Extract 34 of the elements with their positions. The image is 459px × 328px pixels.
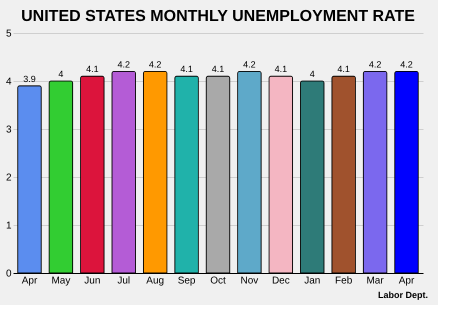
text: Labor Dept. — [378, 290, 428, 300]
data-label: 4.1 — [180, 64, 193, 74]
y-tick-label: 0 — [6, 268, 12, 280]
y-tick-label: 3 — [6, 124, 12, 136]
data-label: 4.2 — [243, 59, 256, 70]
data-label: 4.2 — [368, 59, 382, 70]
x-tick-label: Sep — [178, 276, 196, 286]
x-tick-label: Jan — [304, 276, 320, 286]
y-tick-label: 2 — [6, 172, 12, 184]
x-tick-label: Mar — [366, 276, 384, 286]
x-tick-label: Jun — [84, 276, 100, 286]
x-tick-label: Apr — [22, 276, 38, 286]
data-label: 4.1 — [212, 64, 224, 74]
y-tick-label: 1 — [6, 220, 12, 232]
data-label: 4 — [58, 69, 64, 79]
data-label: 4.1 — [86, 64, 99, 74]
x-tick-label: Aug — [146, 276, 164, 286]
x-tick-label: Jul — [117, 276, 130, 286]
x-tick-label: Feb — [335, 276, 353, 286]
data-label: 4.2 — [400, 59, 413, 70]
x-tick-label: Dec — [272, 276, 290, 286]
data-label: 4.1 — [274, 64, 288, 74]
x-tick-label: May — [51, 276, 70, 286]
data-label: 3.9 — [23, 74, 36, 84]
data-label: 4.2 — [148, 59, 162, 70]
data-label: 4.1 — [337, 64, 350, 74]
y-tick-label: 4 — [6, 76, 12, 88]
y-tick-label: 5 — [6, 28, 12, 40]
x-tick-label: Apr — [398, 276, 415, 286]
x-tick-label: Oct — [210, 276, 226, 286]
chart-title: UNITED STATES MONTHLY UNEMPLOYMENT RATE — [21, 8, 416, 25]
x-tick-label: Nov — [240, 276, 258, 286]
data-label: 4.2 — [117, 59, 130, 70]
data-label: 4 — [310, 69, 315, 79]
